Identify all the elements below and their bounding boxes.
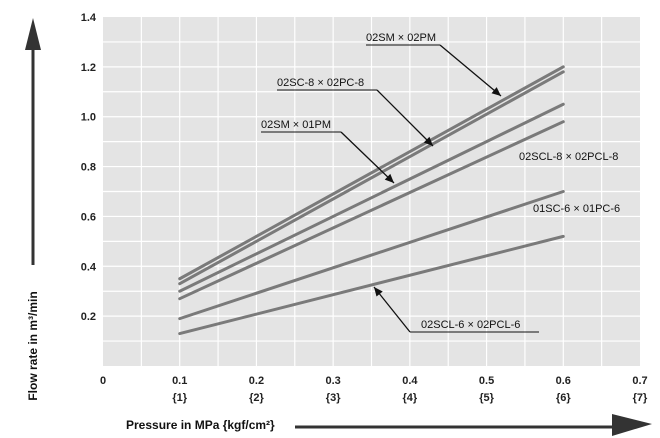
y-tick-label: 1.2: [81, 62, 96, 74]
series-label: 02SM × 01PM: [261, 119, 331, 131]
series-line: [178, 65, 565, 281]
y-axis-arrow: [25, 18, 41, 265]
y-tick-label: 1.0: [81, 112, 96, 124]
series-label: 02SCL-8 × 02PCL-8: [519, 151, 618, 163]
x-tick-sublabel: {4}: [403, 392, 418, 404]
x-tick-label: 0.7: [632, 375, 647, 387]
series-annotations: 02SM × 02PM 02SC-8 × 02PC-8 02SM × 01PM 02S…: [261, 32, 620, 333]
annotation-arrowhead: [374, 287, 383, 297]
series-line: [178, 70, 565, 286]
grid-lines: [103, 17, 640, 366]
x-tick-label: 0.5: [479, 375, 494, 387]
series-line: [178, 190, 565, 321]
x-tick-label: 0.2: [249, 375, 264, 387]
series-line: [178, 102, 565, 293]
y-tick-label: 0.4: [81, 261, 97, 273]
y-tick-label: 0.2: [81, 311, 96, 323]
x-tick-label: 0.1: [172, 375, 187, 387]
y-tick-label: 0.8: [81, 162, 96, 174]
x-axis-arrow: [295, 414, 652, 436]
y-tick-label: 0.6: [81, 211, 96, 223]
annotation-arrowhead: [491, 87, 501, 96]
x-tick-sublabel: {1}: [172, 392, 187, 404]
x-tick-sublabel: {2}: [249, 392, 264, 404]
series-lines: [178, 65, 565, 336]
x-tick-sublabel: {7}: [633, 392, 648, 404]
series-label: 01SC-6 × 01PC-6: [533, 203, 620, 215]
y-axis-title: Flow rate in m³/min: [26, 291, 40, 400]
series-label: 02SCL-6 × 02PCL-6: [421, 319, 520, 331]
series-label: 02SC-8 × 02PC-8: [277, 77, 364, 89]
series-line: [178, 234, 565, 336]
series-label: 02SM × 02PM: [366, 32, 436, 44]
annotation-leader: [373, 286, 411, 333]
x-axis-title: Pressure in MPa {kgf/cm²}: [126, 418, 275, 432]
y-arrow-head: [25, 18, 41, 50]
annotation-leader: [376, 89, 434, 147]
x-arrow-head: [612, 414, 652, 436]
x-tick-sublabel: {6}: [556, 392, 571, 404]
x-tick-sublabel: {5}: [479, 392, 494, 404]
annotation-arrowhead: [384, 173, 394, 183]
x-tick-label: 0.6: [556, 375, 571, 387]
annotation-arrowhead: [423, 136, 433, 146]
annotation-leader: [439, 44, 502, 97]
series-line: [178, 120, 565, 301]
x-tick-sublabel: {3}: [326, 392, 341, 404]
x-tick-label: 0.4: [402, 375, 418, 387]
y-tick-label: 1.4: [81, 12, 97, 24]
axis-ticks: 0.2 0.4 0.6 0.8 1.0 1.2 1.4 0 0.1 {1} 0.2 {2} 0.3 {3}…: [81, 12, 648, 404]
x-tick-label: 0.3: [325, 375, 340, 387]
x-tick-label: 0: [100, 375, 106, 387]
annotation-leader: [340, 131, 395, 184]
